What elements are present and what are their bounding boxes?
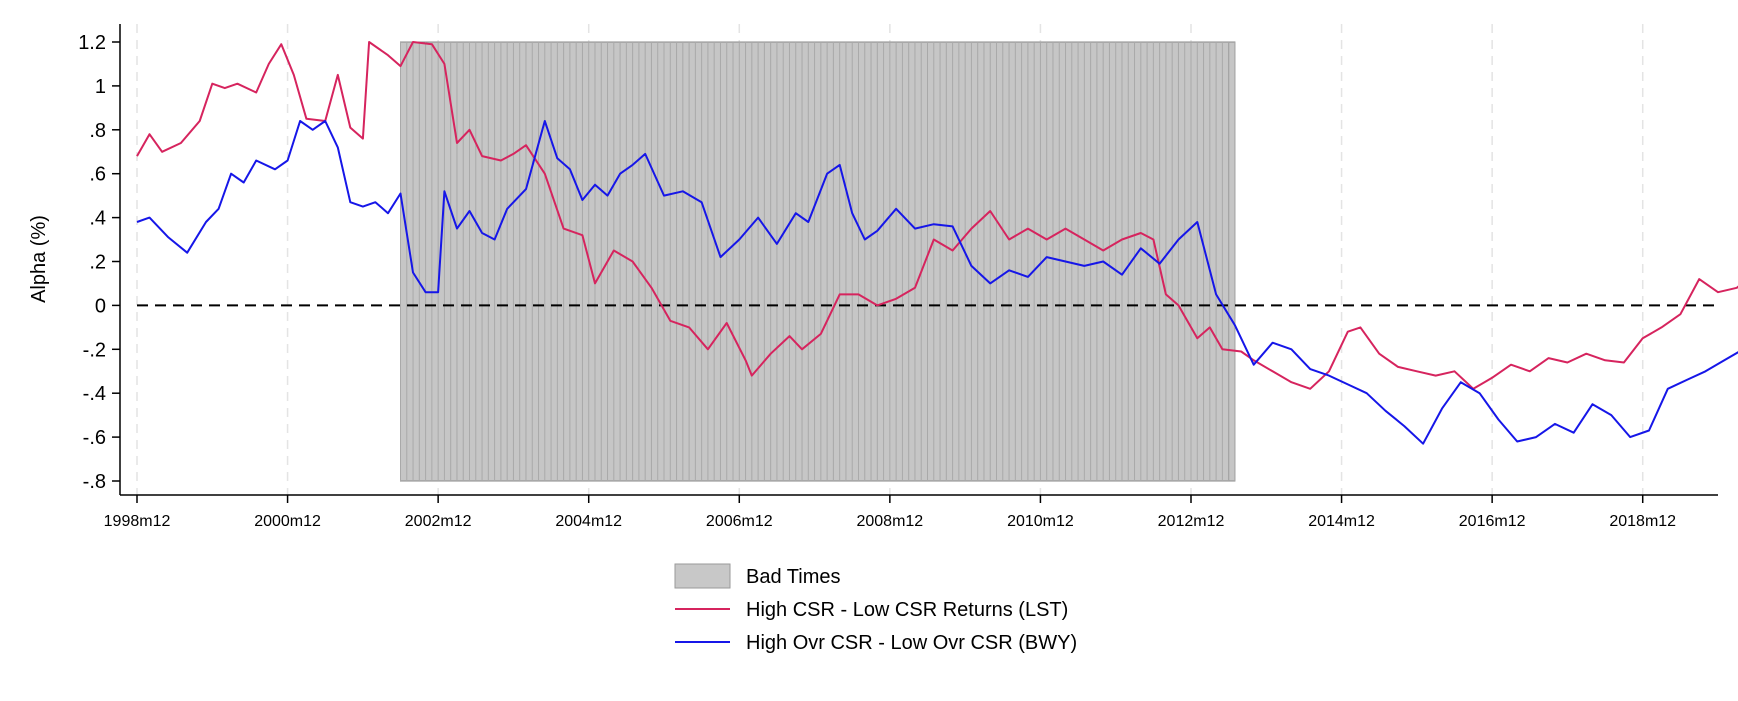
y-axis-ticks: 1.2 1 .8 .6 .4 .2 0 -.2 -.4 -.6 -.8 bbox=[78, 32, 120, 493]
y-tick-label: 1.2 bbox=[78, 32, 106, 54]
y-tick-label: .8 bbox=[89, 120, 106, 142]
y-tick-label: 0 bbox=[95, 295, 106, 317]
x-axis-ticks: 1998m12 2000m12 2002m12 2004m12 2006m12 2008m… bbox=[104, 495, 1676, 530]
y-tick-label: -.4 bbox=[83, 383, 106, 405]
x-tick-label: 2000m12 bbox=[254, 513, 321, 530]
bad-times-region bbox=[1228, 41, 1236, 482]
x-tick-label: 2014m12 bbox=[1308, 513, 1375, 530]
bad-times-shading bbox=[400, 41, 1236, 482]
y-tick-label: 1 bbox=[95, 76, 106, 98]
x-tick-label: 2010m12 bbox=[1007, 513, 1074, 530]
x-tick-label: 2002m12 bbox=[405, 513, 472, 530]
y-axis-label: Alpha (%) bbox=[28, 215, 50, 303]
x-tick-label: 2006m12 bbox=[706, 513, 773, 530]
y-tick-label: -.6 bbox=[83, 427, 106, 449]
series-lines bbox=[136, 41, 1738, 445]
y-tick-label: -.8 bbox=[83, 471, 106, 493]
x-tick-label: 2008m12 bbox=[856, 513, 923, 530]
legend: Bad Times High CSR - Low CSR Returns (LST… bbox=[674, 563, 1077, 654]
legend-label: High CSR - Low CSR Returns (LST) bbox=[746, 599, 1068, 621]
x-tick-label: 2004m12 bbox=[555, 513, 622, 530]
y-tick-label: .2 bbox=[89, 252, 106, 274]
x-tick-label: 2016m12 bbox=[1459, 513, 1526, 530]
legend-label: Bad Times bbox=[746, 566, 840, 588]
axes bbox=[119, 24, 1718, 496]
x-tick-label: 2018m12 bbox=[1609, 513, 1676, 530]
x-tick-label: 1998m12 bbox=[104, 513, 171, 530]
y-tick-label: .4 bbox=[89, 208, 106, 230]
legend-swatch-bad-times bbox=[674, 563, 731, 589]
series-line-1 bbox=[136, 41, 1738, 390]
series-line-2 bbox=[136, 120, 1738, 445]
legend-label: High Ovr CSR - Low Ovr CSR (BWY) bbox=[746, 632, 1077, 654]
x-tick-label: 2012m12 bbox=[1158, 513, 1225, 530]
y-tick-label: -.2 bbox=[83, 339, 106, 361]
y-tick-label: .6 bbox=[89, 164, 106, 186]
